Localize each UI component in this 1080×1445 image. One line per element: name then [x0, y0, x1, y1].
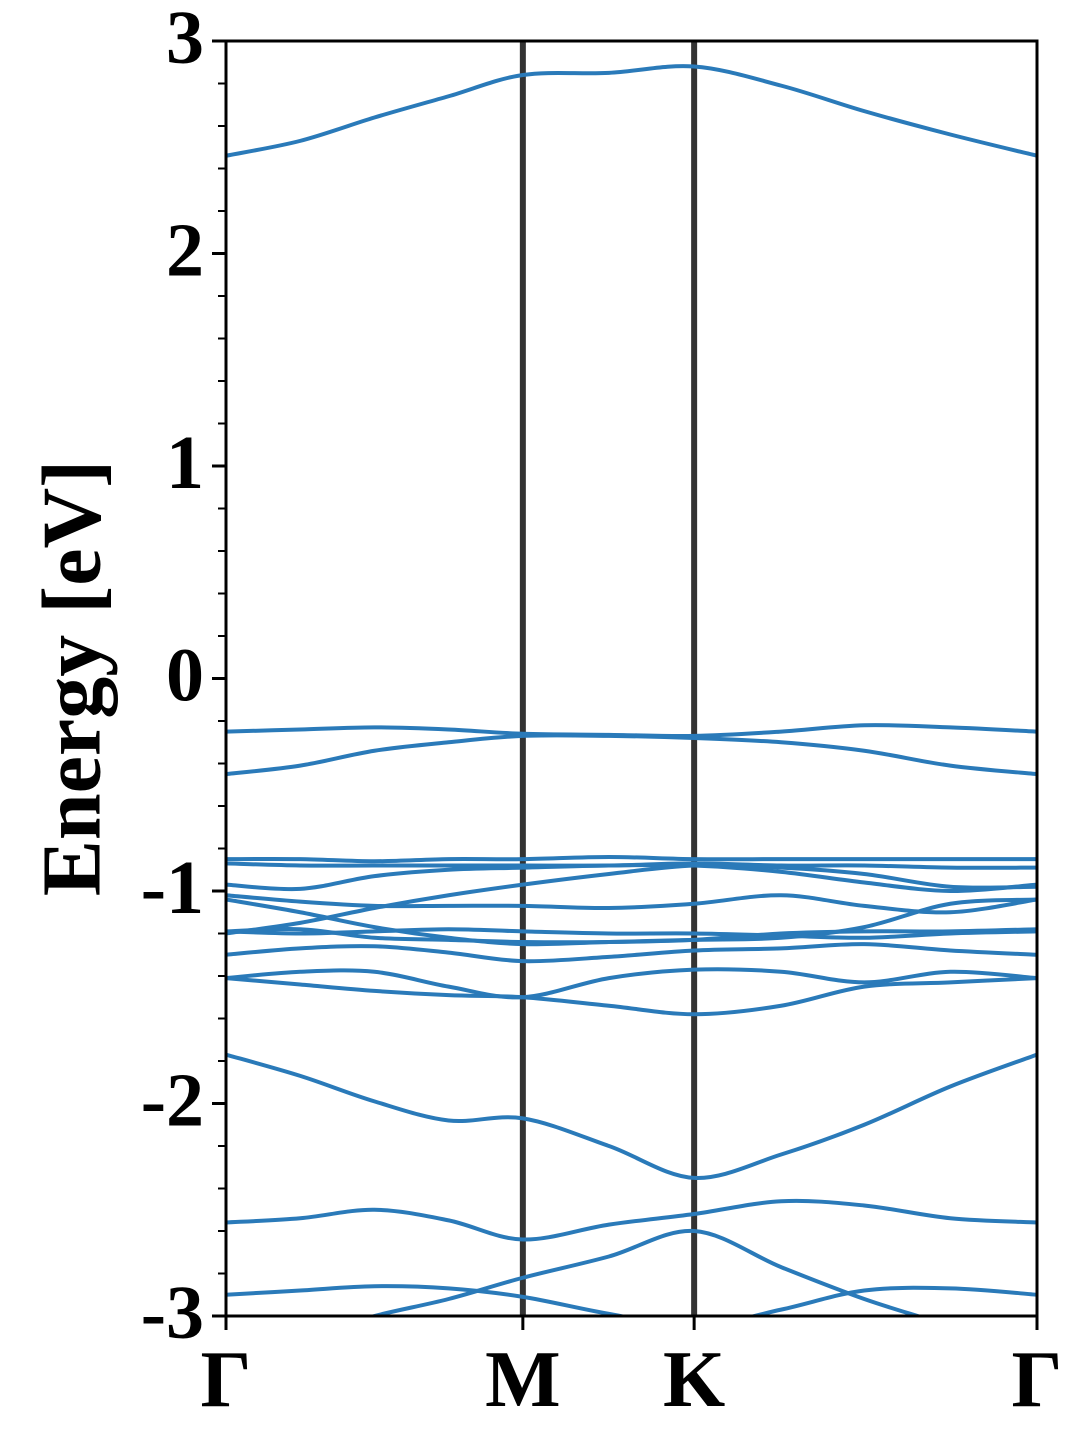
band-line [366, 1228, 925, 1316]
band-line [226, 927, 1037, 940]
band-line [226, 863, 1037, 936]
band-line [226, 733, 1037, 777]
x-tick-label: Γ [201, 1336, 252, 1424]
band-line [226, 1198, 1037, 1242]
y-axis-label: Energy [eV] [25, 460, 118, 896]
band-line [226, 1052, 1037, 1180]
x-tick-label: Γ [1012, 1336, 1063, 1424]
y-tick-label: -2 [141, 1059, 204, 1143]
x-tick-label: K [663, 1336, 725, 1424]
band-line [226, 64, 1037, 158]
y-tick-label: 0 [166, 634, 204, 718]
band-line [226, 927, 1037, 945]
y-tick-label: -1 [141, 846, 204, 930]
band-line [226, 893, 1037, 915]
band-line [226, 967, 1037, 1000]
band-line [226, 1284, 1037, 1316]
y-tick-label: 1 [166, 421, 204, 505]
y-tick-label: -3 [141, 1271, 204, 1355]
bands [226, 64, 1037, 1316]
band-line [226, 862, 1037, 894]
band-line [226, 976, 1037, 1017]
x-tick-label: M [485, 1336, 561, 1424]
y-tick-label: 2 [166, 209, 204, 293]
band-line [226, 942, 1037, 964]
band-line [226, 854, 1037, 864]
y-tick-label: 3 [166, 0, 204, 80]
plot-frame [224, 39, 1039, 1318]
